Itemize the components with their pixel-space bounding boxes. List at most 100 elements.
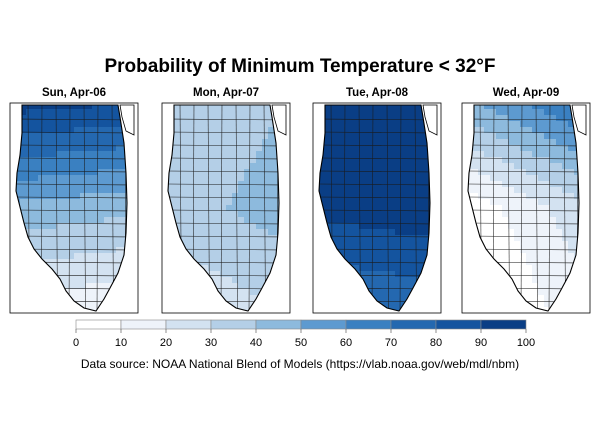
probability-cell [26, 205, 33, 212]
county-line [563, 105, 566, 311]
probability-cell [56, 199, 63, 206]
probability-cell [244, 199, 251, 206]
probability-cell [520, 217, 527, 224]
probability-cell [68, 115, 75, 122]
probability-cell [74, 151, 81, 158]
probability-cell [178, 139, 185, 146]
probability-cell [538, 229, 545, 236]
probability-cell [550, 109, 557, 116]
probability-cell [365, 145, 372, 152]
probability-cell [508, 109, 515, 116]
probability-cell [568, 169, 575, 176]
probability-cell [526, 247, 533, 254]
probability-cell [395, 115, 402, 122]
probability-cell [50, 247, 57, 254]
probability-cell [520, 223, 527, 230]
legend-tick-label: 50 [295, 337, 307, 349]
probability-cell [74, 265, 81, 272]
probability-cell [502, 187, 509, 194]
probability-cell [365, 241, 372, 248]
county-line [168, 170, 279, 173]
probability-cell [347, 115, 354, 122]
probability-cell [520, 157, 527, 164]
probability-cell [20, 139, 27, 146]
probability-cell [62, 235, 69, 242]
probability-cell [238, 151, 245, 158]
probability-cell [472, 109, 479, 116]
probability-cell [347, 145, 354, 152]
probability-cell [502, 265, 509, 272]
probability-cell [520, 247, 527, 254]
probability-cell [196, 229, 203, 236]
probability-cell [562, 199, 569, 206]
probability-cell [401, 199, 408, 206]
probability-cell [502, 169, 509, 176]
probability-cell [532, 127, 539, 134]
probability-cell [184, 151, 191, 158]
probability-cell [32, 127, 39, 134]
probability-cell [32, 115, 39, 122]
probability-cell [226, 175, 233, 182]
probability-cell [68, 127, 75, 134]
probability-cell [262, 169, 269, 176]
probability-cell [472, 157, 479, 164]
probability-cell [98, 115, 105, 122]
probability-cell [508, 241, 515, 248]
probability-cell [371, 289, 378, 296]
county-line [468, 118, 579, 121]
probability-cell [514, 283, 521, 290]
probability-cell [92, 265, 99, 272]
probability-cell [38, 121, 45, 128]
probability-cell [32, 217, 39, 224]
probability-cell [196, 193, 203, 200]
probability-cell [262, 193, 269, 200]
probability-cell [502, 109, 509, 116]
probability-cell [544, 277, 551, 284]
probability-cell [395, 301, 402, 308]
probability-cell [377, 289, 384, 296]
probability-cell [335, 151, 342, 158]
probability-cell [250, 187, 257, 194]
probability-cell [104, 169, 111, 176]
probability-cell [238, 265, 245, 272]
probability-cell [514, 187, 521, 194]
probability-cell [401, 163, 408, 170]
probability-cell [419, 133, 426, 140]
probability-cell [44, 247, 51, 254]
probability-cell [80, 295, 87, 302]
probability-cell [323, 127, 330, 134]
probability-cell [395, 151, 402, 158]
probability-cell [371, 133, 378, 140]
probability-cell [32, 205, 39, 212]
probability-cell [407, 157, 414, 164]
probability-cell [220, 145, 227, 152]
probability-cell [413, 157, 420, 164]
probability-cell [268, 145, 275, 152]
county-line [96, 105, 99, 311]
probability-cell [526, 175, 533, 182]
probability-cell [568, 139, 575, 146]
probability-cell [56, 105, 63, 110]
probability-cell [208, 205, 215, 212]
probability-cell [371, 157, 378, 164]
probability-cell [110, 205, 117, 212]
probability-cell [514, 235, 521, 242]
probability-cell [98, 163, 105, 170]
probability-cell [238, 283, 245, 290]
probability-cell [389, 217, 396, 224]
probability-cell [496, 109, 503, 116]
probability-cell [62, 223, 69, 230]
probability-cell [250, 247, 257, 254]
probability-cell [244, 259, 251, 266]
probability-cell [226, 139, 233, 146]
state-outline [167, 104, 280, 312]
probability-cell [178, 169, 185, 176]
probability-cell [80, 217, 87, 224]
probability-cell [568, 235, 575, 242]
probability-cell [323, 211, 330, 218]
probability-cell [401, 193, 408, 200]
probability-cell [407, 235, 414, 242]
probability-cell [556, 157, 563, 164]
probability-cell [226, 115, 233, 122]
probability-cell [341, 163, 348, 170]
